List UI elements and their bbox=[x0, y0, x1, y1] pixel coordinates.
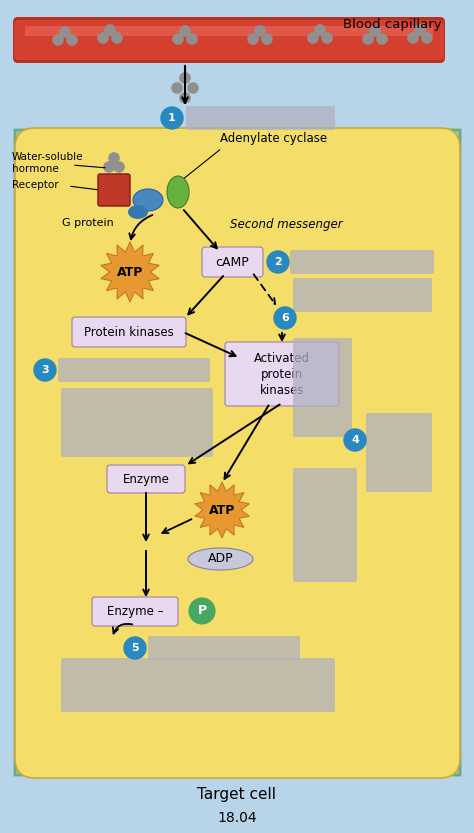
Text: Activated
protein
kinases: Activated protein kinases bbox=[254, 352, 310, 397]
Circle shape bbox=[408, 32, 419, 43]
Polygon shape bbox=[195, 482, 249, 538]
Ellipse shape bbox=[380, 695, 460, 775]
Ellipse shape bbox=[15, 130, 95, 210]
FancyBboxPatch shape bbox=[148, 636, 300, 660]
Polygon shape bbox=[101, 242, 159, 302]
FancyBboxPatch shape bbox=[61, 388, 213, 457]
Circle shape bbox=[308, 32, 319, 43]
FancyBboxPatch shape bbox=[15, 128, 460, 778]
Text: 4: 4 bbox=[351, 435, 359, 445]
Text: Blood capillary: Blood capillary bbox=[343, 18, 442, 31]
FancyBboxPatch shape bbox=[293, 468, 357, 582]
Text: 5: 5 bbox=[131, 643, 139, 653]
FancyBboxPatch shape bbox=[202, 247, 263, 277]
Circle shape bbox=[189, 598, 215, 624]
Circle shape bbox=[188, 82, 199, 93]
Circle shape bbox=[53, 34, 64, 46]
Circle shape bbox=[262, 33, 273, 44]
FancyBboxPatch shape bbox=[61, 658, 335, 712]
FancyBboxPatch shape bbox=[92, 597, 178, 626]
Circle shape bbox=[363, 33, 374, 44]
Circle shape bbox=[247, 33, 258, 44]
Circle shape bbox=[180, 26, 191, 37]
Ellipse shape bbox=[133, 189, 163, 211]
Circle shape bbox=[376, 33, 388, 44]
Circle shape bbox=[255, 26, 265, 37]
Text: ATP: ATP bbox=[209, 503, 235, 516]
Ellipse shape bbox=[128, 205, 148, 219]
Text: P: P bbox=[198, 605, 207, 617]
FancyBboxPatch shape bbox=[366, 413, 432, 492]
Text: 3: 3 bbox=[41, 365, 49, 375]
Circle shape bbox=[180, 72, 191, 83]
Circle shape bbox=[414, 24, 426, 36]
Ellipse shape bbox=[188, 548, 253, 570]
Circle shape bbox=[60, 27, 71, 37]
Ellipse shape bbox=[15, 695, 95, 775]
Circle shape bbox=[111, 32, 122, 43]
Text: 18.04: 18.04 bbox=[217, 811, 257, 825]
Text: ADP: ADP bbox=[208, 552, 233, 566]
Circle shape bbox=[109, 152, 119, 163]
Circle shape bbox=[98, 32, 109, 43]
Text: Enzyme: Enzyme bbox=[123, 472, 169, 486]
Circle shape bbox=[315, 24, 326, 36]
FancyBboxPatch shape bbox=[107, 465, 185, 493]
Circle shape bbox=[173, 33, 183, 44]
FancyBboxPatch shape bbox=[290, 250, 434, 274]
Circle shape bbox=[370, 26, 381, 37]
Text: G protein: G protein bbox=[62, 218, 114, 228]
Text: Protein kinases: Protein kinases bbox=[84, 326, 174, 338]
FancyBboxPatch shape bbox=[72, 317, 186, 347]
Circle shape bbox=[161, 107, 183, 129]
Circle shape bbox=[124, 637, 146, 659]
FancyBboxPatch shape bbox=[25, 26, 433, 36]
Text: Receptor: Receptor bbox=[12, 180, 59, 190]
FancyBboxPatch shape bbox=[98, 174, 130, 206]
Circle shape bbox=[344, 429, 366, 451]
FancyBboxPatch shape bbox=[225, 342, 339, 406]
Ellipse shape bbox=[167, 176, 189, 208]
Text: Target cell: Target cell bbox=[198, 787, 276, 802]
Circle shape bbox=[421, 32, 432, 43]
Ellipse shape bbox=[380, 130, 460, 210]
Circle shape bbox=[172, 82, 182, 93]
FancyBboxPatch shape bbox=[186, 106, 335, 130]
Text: cAMP: cAMP bbox=[216, 256, 249, 268]
FancyBboxPatch shape bbox=[58, 358, 210, 382]
Circle shape bbox=[186, 33, 198, 44]
Text: 1: 1 bbox=[168, 113, 176, 123]
FancyBboxPatch shape bbox=[293, 338, 352, 437]
Text: ATP: ATP bbox=[117, 266, 143, 278]
Circle shape bbox=[34, 359, 56, 381]
Text: 6: 6 bbox=[281, 313, 289, 323]
Circle shape bbox=[104, 24, 116, 36]
Circle shape bbox=[113, 162, 125, 172]
Text: Water-soluble
hormone: Water-soluble hormone bbox=[12, 152, 83, 174]
Circle shape bbox=[180, 92, 191, 103]
Circle shape bbox=[66, 34, 78, 46]
FancyBboxPatch shape bbox=[14, 20, 444, 60]
Circle shape bbox=[267, 251, 289, 273]
Text: Adenylate cyclase: Adenylate cyclase bbox=[220, 132, 327, 145]
FancyBboxPatch shape bbox=[293, 278, 432, 312]
Circle shape bbox=[103, 162, 115, 172]
FancyBboxPatch shape bbox=[15, 130, 460, 775]
Circle shape bbox=[321, 32, 332, 43]
Text: Second messenger: Second messenger bbox=[230, 218, 343, 231]
Text: 2: 2 bbox=[274, 257, 282, 267]
Circle shape bbox=[274, 307, 296, 329]
FancyBboxPatch shape bbox=[13, 17, 445, 63]
Text: Enzyme –: Enzyme – bbox=[107, 605, 163, 618]
